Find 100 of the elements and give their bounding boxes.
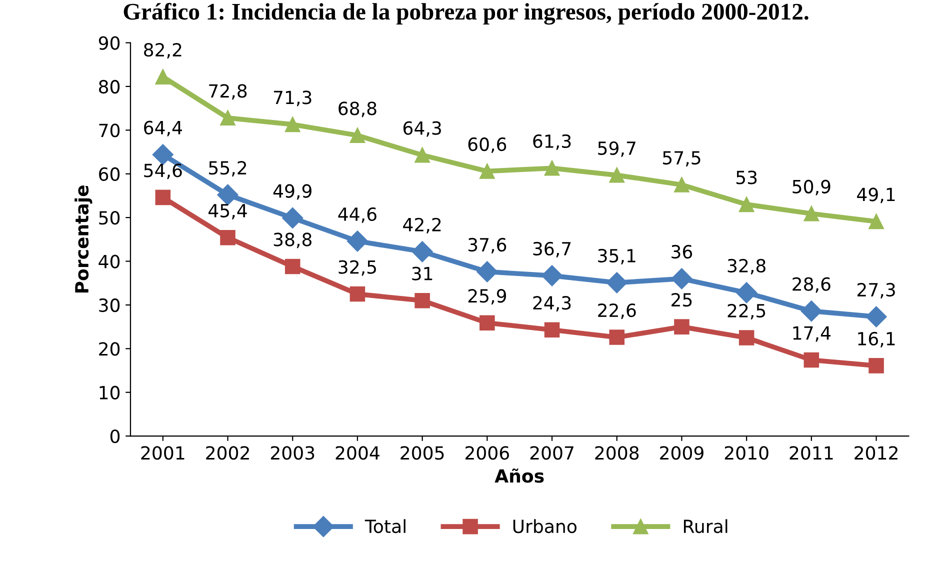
data-label: 71,3 [274, 90, 312, 106]
legend-label: Urbano [513, 519, 576, 534]
y-axis-title: Porcentaje [74, 185, 92, 293]
y-tick-label: 60 [99, 167, 120, 181]
x-axis-title: Años [494, 468, 544, 483]
y-tick-label: 20 [99, 342, 120, 356]
data-label: 49,9 [273, 184, 312, 200]
point [414, 292, 430, 308]
point [284, 116, 300, 132]
point [609, 330, 625, 345]
data-label: 32,5 [338, 260, 376, 276]
data-label: 57,5 [663, 151, 700, 166]
x-tick-label: 2011 [790, 446, 833, 460]
point [346, 230, 368, 252]
data-label: 28,6 [792, 277, 830, 293]
point [736, 282, 758, 304]
point [542, 265, 563, 286]
point [412, 241, 433, 262]
point [217, 184, 238, 206]
data-label: 16,1 [858, 332, 895, 348]
point [804, 352, 820, 368]
point [609, 168, 625, 183]
data-label: 36,7 [533, 242, 571, 258]
data-label: 61,3 [533, 134, 571, 150]
data-label: 42,2 [403, 218, 441, 234]
y-tick-label: 80 [99, 80, 120, 94]
data-label: 49,1 [857, 188, 895, 204]
data-label: 36 [672, 244, 692, 259]
data-label: 22,5 [728, 304, 766, 320]
x-tick-label: 2009 [660, 446, 704, 460]
y-tick-label: 10 [100, 386, 120, 400]
point [674, 177, 690, 192]
data-label: 54,6 [144, 164, 182, 180]
point [671, 268, 692, 290]
data-label: 35,1 [598, 248, 636, 264]
point [544, 160, 560, 176]
x-tick-label: 2004 [336, 446, 380, 460]
data-label: 55,2 [209, 161, 246, 177]
x-tick-label: 2007 [530, 446, 574, 460]
data-label: 68,8 [338, 102, 376, 118]
data-label: 24,3 [533, 296, 571, 312]
data-label: 72,8 [209, 84, 247, 100]
data-label: 82,2 [144, 43, 182, 59]
y-tick-label: 50 [99, 211, 120, 225]
data-label: 25,9 [468, 289, 506, 305]
chart-title: Gráfico 1: Incidencia de la pobreza por ingresos, período 2000-2012. [124, 2, 808, 25]
data-label: 64,3 [403, 121, 441, 137]
point [155, 69, 171, 84]
data-label: 32,8 [728, 258, 766, 274]
data-label: 22,6 [598, 303, 636, 319]
point [544, 322, 560, 338]
x-tick-label: 2012 [854, 446, 898, 460]
data-label: 45,4 [208, 204, 247, 220]
point [868, 214, 884, 230]
point [674, 319, 690, 334]
point [606, 272, 628, 294]
x-tick-label: 2003 [270, 446, 314, 460]
point [220, 110, 236, 126]
x-tick-label: 2002 [206, 446, 249, 460]
point [800, 300, 822, 322]
y-tick-label: 70 [99, 124, 120, 138]
data-label: 27,3 [857, 282, 895, 298]
x-tick-label: 2005 [400, 446, 444, 460]
point [480, 164, 495, 179]
x-tick-label: 2001 [141, 446, 184, 460]
point [866, 306, 887, 328]
y-tick-label: 90 [98, 36, 120, 50]
data-label: 37,6 [468, 238, 506, 254]
x-tick-label: 2008 [595, 446, 639, 460]
point [152, 144, 174, 166]
legend-label: Total [364, 519, 406, 534]
point [282, 207, 304, 229]
data-label: 17,4 [793, 326, 831, 342]
point [414, 147, 430, 163]
point [284, 258, 300, 274]
point [350, 286, 366, 302]
point [480, 315, 495, 331]
point [350, 128, 366, 144]
data-label: 25 [672, 292, 692, 307]
x-tick-label: 2010 [724, 446, 768, 460]
y-tick-label: 30 [99, 298, 120, 312]
point [476, 261, 498, 282]
data-label: 44,6 [338, 207, 376, 223]
data-label: 64,4 [144, 120, 182, 136]
point [155, 190, 171, 206]
data-label: 53 [736, 170, 757, 184]
y-tick-label: 0 [110, 430, 120, 444]
point [868, 358, 884, 374]
data-label: 60,6 [468, 137, 506, 153]
data-label: 59,7 [598, 141, 636, 157]
legend-label: Rural [684, 519, 728, 534]
data-label: 38,8 [274, 232, 312, 248]
data-label: 50,9 [792, 180, 830, 196]
point [220, 230, 236, 246]
point [804, 206, 820, 222]
point [738, 330, 754, 346]
y-tick-label: 40 [98, 254, 120, 268]
point [738, 196, 754, 212]
x-tick-label: 2006 [466, 446, 509, 460]
data-label: 31 [412, 266, 432, 280]
